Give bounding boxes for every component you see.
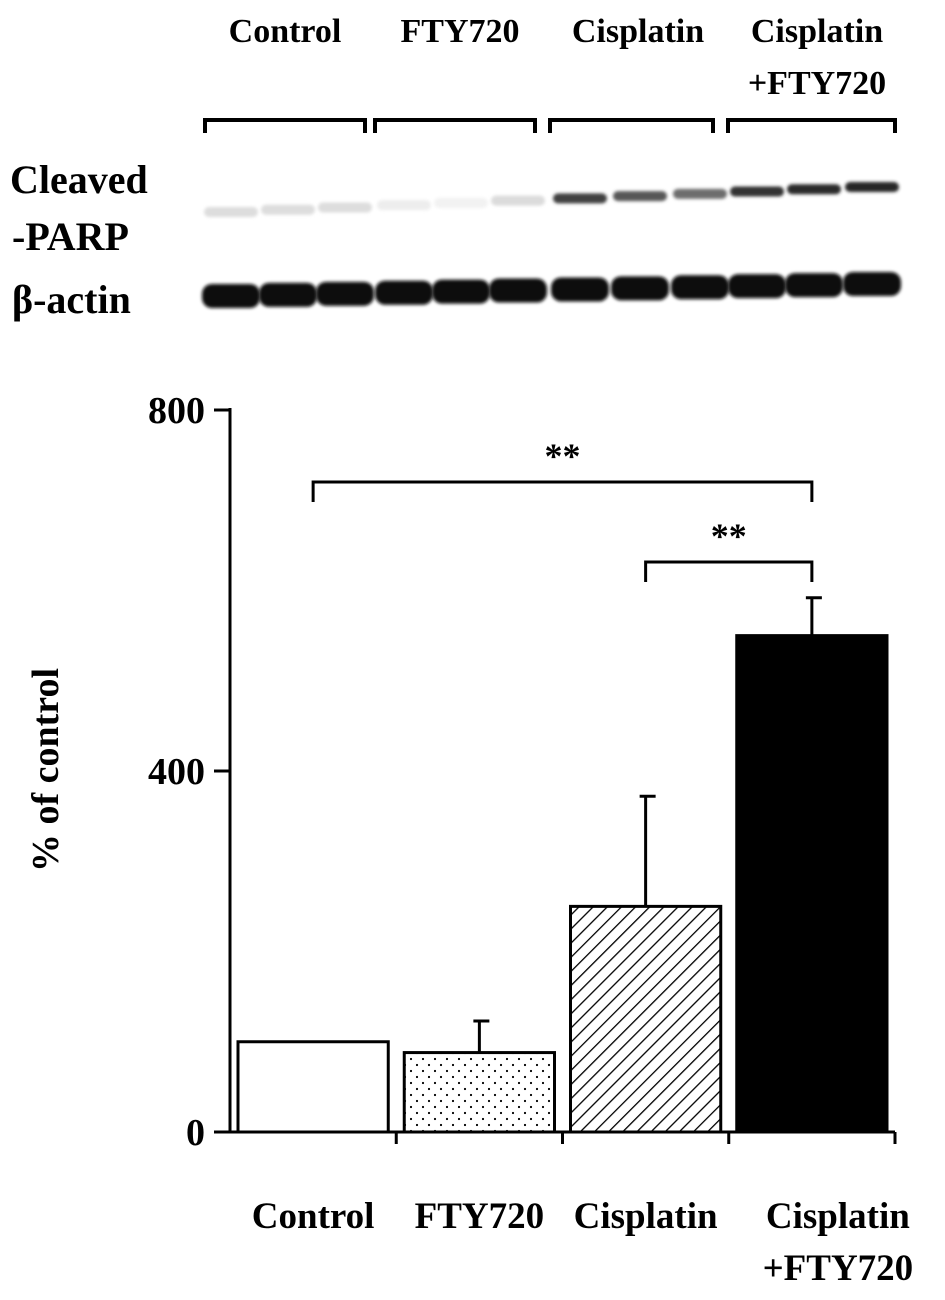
y-axis-label: % of control (25, 668, 67, 872)
cleaved-parp-band (613, 191, 667, 202)
cleaved-parp-band (261, 204, 315, 215)
cleaved-parp-band (434, 197, 488, 208)
y-tick-label: 0 (186, 1112, 205, 1154)
cleaved-parp-band (318, 202, 372, 213)
significance-label: ** (545, 436, 581, 476)
lane-group-label-cisplatin: Cisplatin (572, 13, 704, 50)
bar (402, 1051, 556, 1134)
bar (735, 634, 889, 1134)
blot-row-label-beta-actin: β-actin (12, 277, 131, 322)
beta-actin-band (316, 281, 374, 306)
x-ticks (394, 1132, 897, 1144)
cleaved-parp-band (730, 186, 784, 197)
lane-group-label-fty720: FTY720 (401, 13, 520, 50)
lane-group-label-control: Control (229, 13, 342, 50)
beta-actin-band (551, 277, 609, 302)
beta-actin-band (259, 282, 317, 307)
blot-row-label-cleaved-parp: Cleaved -PARP (10, 157, 148, 259)
bars (236, 634, 889, 1134)
x-category-label: FTY720 (415, 1196, 545, 1237)
error-bars (473, 596, 822, 1053)
x-category-label: Cisplatin (574, 1196, 718, 1237)
lane-group-label-cisplatin-fty720: Cisplatin +FTY720 (748, 13, 886, 102)
beta-actin-band (432, 279, 490, 304)
lane-group-bracket-control (203, 118, 367, 133)
cleaved-parp-band (787, 184, 841, 195)
cleaved-parp-bands (204, 182, 899, 217)
blot-panel: Control FTY720 Cisplatin Cisplatin +FTY72… (10, 13, 901, 322)
beta-actin-band (489, 278, 547, 303)
cleaved-parp-band (377, 200, 431, 211)
cleaved-parp-band (204, 207, 258, 217)
bar (569, 904, 723, 1134)
beta-actin-band (671, 275, 729, 300)
y-tick-label: 800 (148, 390, 205, 432)
cleaved-parp-band (673, 188, 727, 199)
cleaved-parp-band (845, 182, 899, 192)
x-category-labels: Control FTY720 Cisplatin Cisplatin +FTY720 (252, 1196, 913, 1289)
beta-actin-band (375, 280, 433, 305)
beta-actin-band (611, 276, 669, 301)
beta-actin-bands (202, 272, 901, 308)
bar (236, 1040, 390, 1134)
cleaved-parp-band (553, 193, 607, 204)
beta-actin-band (785, 273, 843, 298)
lane-group-bracket-fty720 (373, 118, 537, 133)
significance-bracket (311, 480, 814, 502)
lane-group-bracket-cisplatin (548, 118, 715, 133)
significance-brackets: ** ** (311, 436, 814, 582)
beta-actin-band (728, 274, 786, 299)
lane-group-bracket-cisplatin-fty720 (726, 118, 897, 133)
beta-actin-band (843, 272, 901, 296)
y-ticks: 0 400 800 (148, 390, 230, 1154)
beta-actin-band (202, 284, 260, 308)
cleaved-parp-band (491, 195, 545, 206)
y-tick-label: 400 (148, 751, 205, 793)
significance-label: ** (711, 516, 747, 556)
significance-bracket (644, 560, 814, 582)
x-category-label: Cisplatin +FTY720 (763, 1196, 914, 1289)
x-category-label: Control (252, 1196, 375, 1237)
